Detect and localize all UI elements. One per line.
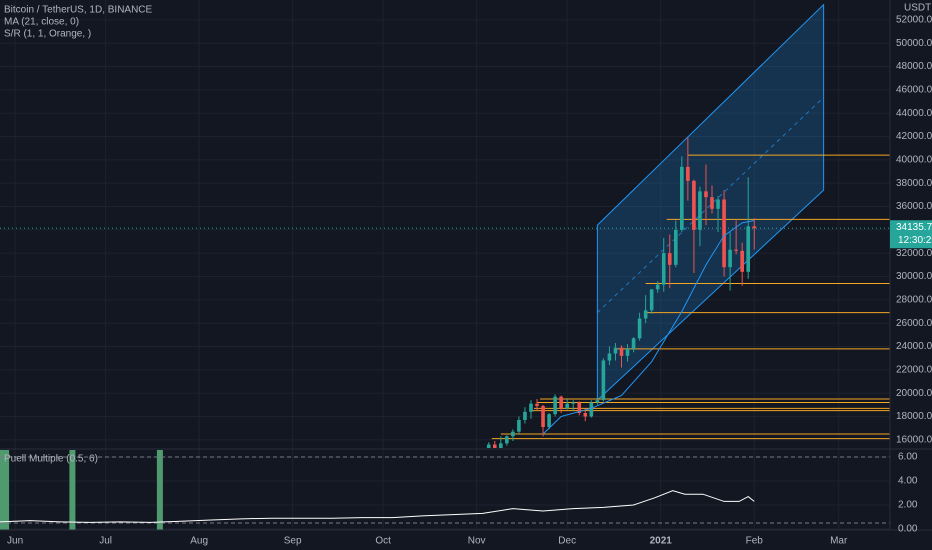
x-tick-label: Sep: [284, 536, 302, 547]
candle-body: [613, 347, 618, 354]
y-tick-label: 2.00: [898, 500, 918, 511]
candle-body: [505, 436, 509, 444]
y-tick-label: 18000.00: [896, 411, 932, 422]
highlight: [156, 450, 163, 530]
y-tick-label: 48000.00: [896, 61, 932, 72]
indicator-pane: [0, 450, 890, 530]
candle-body: [583, 413, 588, 417]
y-tick-label: 50000.00: [896, 38, 932, 49]
candle-body: [492, 444, 497, 448]
candle-body: [625, 348, 630, 356]
candle-body: [637, 318, 642, 339]
y-tick-label: 28000.00: [896, 294, 932, 305]
countdown: 12:30:29: [898, 235, 932, 246]
candle-body: [559, 396, 563, 409]
candle-body: [607, 353, 612, 361]
candle-body: [649, 289, 654, 311]
candle-body: [511, 431, 515, 437]
candle-body: [740, 250, 744, 272]
candle-body: [529, 403, 533, 412]
chart-title: Bitcoin / TetherUS, 1D, BINANCE: [4, 5, 153, 16]
x-tick-label: Oct: [375, 536, 391, 547]
candle-body: [716, 199, 720, 209]
x-tick-label: Feb: [746, 536, 764, 547]
candle-body: [686, 166, 690, 181]
y-tick-label: 44000.00: [896, 108, 932, 119]
y-tick-label: 0.00: [898, 524, 918, 535]
x-tick-label: Dec: [558, 536, 576, 547]
y-tick-label: 40000.00: [896, 154, 932, 165]
puell-line: [0, 490, 755, 523]
indicator-label: S/R (1, 1, Orange, ): [4, 29, 91, 40]
candle-body: [499, 443, 503, 448]
y-tick-label: 36000.00: [896, 201, 932, 212]
x-tick-label: Jul: [99, 536, 112, 547]
x-tick-label: 2021: [650, 536, 673, 547]
indicator-label: MA (21, close, 0): [4, 17, 79, 28]
y-tick-label: 42000.00: [896, 131, 932, 142]
candle-body: [619, 347, 624, 356]
candle-body: [661, 253, 666, 285]
y-tick-label: 26000.00: [896, 318, 932, 329]
y-tick-label: 52000.00: [896, 14, 932, 25]
y-tick-label: 46000.00: [896, 84, 932, 95]
candle-body: [722, 199, 726, 268]
y-tick-label: 22000.00: [896, 364, 932, 375]
y-tick-label: 24000.00: [896, 341, 932, 352]
y-tick-label: 38000.00: [896, 178, 932, 189]
candle-body: [746, 226, 751, 272]
candle-body: [547, 414, 551, 427]
y-tick-label: 16000.00: [896, 434, 932, 445]
x-tick-label: Mar: [830, 536, 848, 547]
candle-body: [523, 411, 527, 420]
candle-body: [680, 166, 684, 230]
candle-body: [601, 360, 606, 401]
x-tick-label: Aug: [190, 536, 208, 547]
price-pane: [0, 3, 890, 448]
x-tick-label: Jun: [7, 536, 23, 547]
y-tick-label: 6.00: [898, 452, 918, 463]
candle-body: [541, 406, 545, 427]
candle-body: [667, 253, 672, 265]
highlight: [69, 450, 76, 530]
indicator-title: Puell Multiple (0.5, 6): [4, 454, 98, 465]
candle-body: [595, 400, 600, 403]
candle-body: [571, 402, 576, 404]
moving-average: [542, 220, 755, 435]
candle-body: [517, 420, 521, 432]
candle-body: [631, 338, 636, 349]
y-tick-label: 20000.00: [896, 388, 932, 399]
candle-body: [486, 444, 491, 448]
candle-body: [710, 197, 714, 209]
candle-body: [565, 403, 569, 409]
candle-body: [577, 402, 582, 413]
highlight: [0, 450, 10, 530]
candle-body: [728, 249, 732, 268]
candle-body: [734, 249, 738, 251]
candle-body: [655, 284, 660, 290]
candle-body: [589, 402, 594, 417]
grid: [0, 0, 890, 530]
last-price-tag: [890, 220, 932, 249]
y-tick-label: 30000.00: [896, 271, 932, 282]
y-tick-label: 4.00: [898, 476, 918, 487]
candle-body: [692, 180, 696, 230]
candle-body: [752, 226, 757, 229]
candle-body: [704, 191, 708, 198]
x-tick-label: Nov: [468, 536, 486, 547]
candle-body: [535, 403, 539, 406]
candle-body: [698, 191, 702, 230]
candle-body: [643, 310, 648, 319]
y-tick-label: 32000.00: [896, 248, 932, 259]
last-price-label: 34135.74: [896, 222, 932, 233]
candle-body: [553, 396, 557, 415]
candle-body: [673, 229, 678, 265]
currency: USDT: [904, 3, 931, 14]
